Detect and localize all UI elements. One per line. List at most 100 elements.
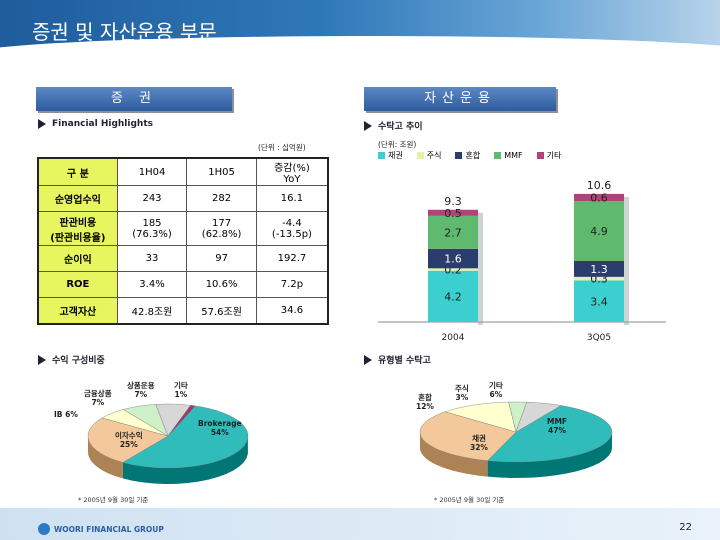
pie-label-financial-products: 금융상품 7% bbox=[84, 389, 112, 407]
bar-unit: (단위: 조원) bbox=[378, 140, 417, 149]
aum-type-pie bbox=[419, 401, 613, 478]
pie-slice bbox=[167, 405, 196, 437]
bar-segment bbox=[574, 261, 624, 277]
aum-type-heading: 유형별 수탁고 bbox=[364, 353, 431, 366]
bar-segment bbox=[428, 270, 478, 322]
table-row: 순이익 33 97 192.7 bbox=[37, 245, 329, 272]
legend-label: 주식 bbox=[426, 151, 442, 160]
table-row-label: 판관비용 (판관비용율) bbox=[37, 211, 118, 246]
financial-highlights-heading: Financial Highlights bbox=[38, 119, 153, 129]
pie-label-other: 기타 1% bbox=[174, 381, 188, 399]
bullet-triangle-icon bbox=[364, 120, 372, 131]
header-banner: 증권 및 자산운용 부문 bbox=[0, 0, 720, 56]
financial-highlights-title: Financial Highlights bbox=[52, 119, 153, 129]
legend-item: 채권 bbox=[378, 150, 403, 161]
company-logo: WOORI FINANCIAL GROUP bbox=[38, 523, 164, 535]
legend-item: 혼합 bbox=[455, 150, 480, 161]
bar-value-label: 4.2 bbox=[444, 290, 462, 303]
footer-bar bbox=[0, 508, 720, 540]
pie-label-product-mgmt: 상품운용 7% bbox=[127, 381, 155, 399]
bar-segment-shadow bbox=[478, 212, 483, 219]
table-cell: 192.7 bbox=[255, 245, 329, 272]
pie-slice-side bbox=[420, 432, 488, 477]
legend-swatch bbox=[378, 152, 385, 159]
bar-segment bbox=[428, 248, 478, 269]
pie-label-stock: 주식 3% bbox=[455, 384, 469, 402]
bar-segment-shadow bbox=[624, 279, 629, 284]
revenue-mix-heading: 수익 구성비중 bbox=[38, 353, 105, 366]
aum-type-title: 유형별 수탁고 bbox=[378, 356, 431, 366]
bar-segment-shadow bbox=[624, 264, 629, 280]
section-asset-mgmt: 자산운용 bbox=[364, 87, 556, 111]
table-cell: 97 bbox=[186, 245, 257, 272]
table-row-label: 고객자산 bbox=[37, 297, 118, 324]
category-label: 2004 bbox=[442, 333, 465, 343]
bar-total-label: 10.6 bbox=[587, 179, 612, 192]
section-securities: 증 권 bbox=[36, 87, 232, 111]
pie-slice bbox=[87, 417, 169, 463]
bullet-triangle-icon bbox=[364, 354, 372, 365]
bar-value-label: 1.3 bbox=[590, 263, 608, 276]
legend-label: 기타 bbox=[546, 151, 562, 160]
legend-item: 주식 bbox=[416, 150, 442, 161]
table-cell: 243 bbox=[116, 185, 188, 212]
bar-segment bbox=[574, 280, 624, 322]
table-unit: (단위 : 십억원) bbox=[258, 143, 306, 152]
table-cell: 177 (62.8%) bbox=[186, 211, 257, 246]
pie-label-ib: IB 6% bbox=[54, 410, 78, 419]
financial-table: 구 분 1H04 1H05 증감(%) YoY 순영업수익 243 282 16.1 판관비용 … bbox=[37, 157, 329, 325]
table-cell: 282 bbox=[186, 185, 257, 212]
table-header-cell: 구 분 bbox=[37, 157, 118, 186]
table-cell: 42.8조원 bbox=[116, 297, 188, 324]
pie-slice-side bbox=[487, 432, 612, 478]
right-note: * 2005년 9월 30일 기준 bbox=[434, 496, 505, 504]
header-wave bbox=[0, 36, 720, 56]
table-cell: 3.4% bbox=[116, 271, 188, 298]
pie-slice bbox=[487, 405, 613, 463]
legend-label: 혼합 bbox=[465, 151, 481, 160]
table-cell: 185 (76.3%) bbox=[116, 211, 188, 246]
table-row: ROE 3.4% 10.6% 7.2p bbox=[37, 271, 329, 298]
table-row-label: ROE bbox=[37, 271, 118, 298]
pie-label-other-r: 기타 6% bbox=[489, 381, 503, 399]
category-label: 3Q05 bbox=[587, 333, 611, 343]
pie-slice bbox=[444, 401, 517, 433]
pie-label-interest: 이자수익 25% bbox=[115, 431, 143, 449]
pie-label-bond: 채권 32% bbox=[470, 434, 488, 452]
legend-label: MMF bbox=[504, 151, 523, 160]
bar-value-label: 2.7 bbox=[444, 226, 462, 239]
page-title: 증권 및 자산운용 부문 bbox=[32, 20, 217, 44]
bar-segment-shadow bbox=[478, 251, 483, 272]
legend-item: 기타 bbox=[536, 150, 562, 161]
table-cell: 7.2p bbox=[255, 271, 329, 298]
pie-label-brokerage: Brokerage 54% bbox=[198, 419, 242, 437]
table-cell: 57.6조원 bbox=[186, 297, 257, 324]
table-cell: 33 bbox=[116, 245, 188, 272]
bar-segment-shadow bbox=[478, 271, 483, 274]
bullet-triangle-icon bbox=[38, 354, 46, 365]
table-row: 판관비용 (판관비용율) 185 (76.3%) 177 (62.8%) -4.4 (… bbox=[37, 211, 329, 246]
table-row: 고객자산 42.8조원 57.6조원 34.6 bbox=[37, 297, 329, 324]
bar-segment-shadow bbox=[624, 283, 629, 325]
page-number: 22 bbox=[679, 522, 692, 533]
bar-segment bbox=[428, 215, 478, 249]
bar-legend: 채권 주식 혼합 MMF 기타 bbox=[378, 150, 561, 161]
table-row: 순영업수익 243 282 16.1 bbox=[37, 185, 329, 212]
logo-mark-icon bbox=[38, 523, 50, 535]
legend-swatch bbox=[494, 152, 502, 159]
bullet-triangle-icon bbox=[38, 119, 46, 129]
bar-value-label: 3.4 bbox=[590, 295, 608, 308]
pie-label-mmf: MMF 47% bbox=[547, 417, 568, 435]
bar-segment-shadow bbox=[624, 204, 629, 264]
left-note: * 2005년 9월 30일 기준 bbox=[78, 496, 149, 504]
table-header-cell: 1H05 bbox=[186, 157, 257, 186]
pie-slice-side bbox=[88, 435, 123, 479]
bar-segment bbox=[428, 209, 478, 216]
table-row-label: 순이익 bbox=[37, 245, 118, 272]
bar-segment bbox=[428, 268, 478, 271]
bar-segment bbox=[574, 276, 624, 281]
bar-total-label: 9.3 bbox=[444, 195, 462, 208]
table-cell: 10.6% bbox=[186, 271, 257, 298]
bar-value-label: 4.9 bbox=[590, 225, 608, 238]
table-row-label: 순영업수익 bbox=[37, 185, 118, 212]
